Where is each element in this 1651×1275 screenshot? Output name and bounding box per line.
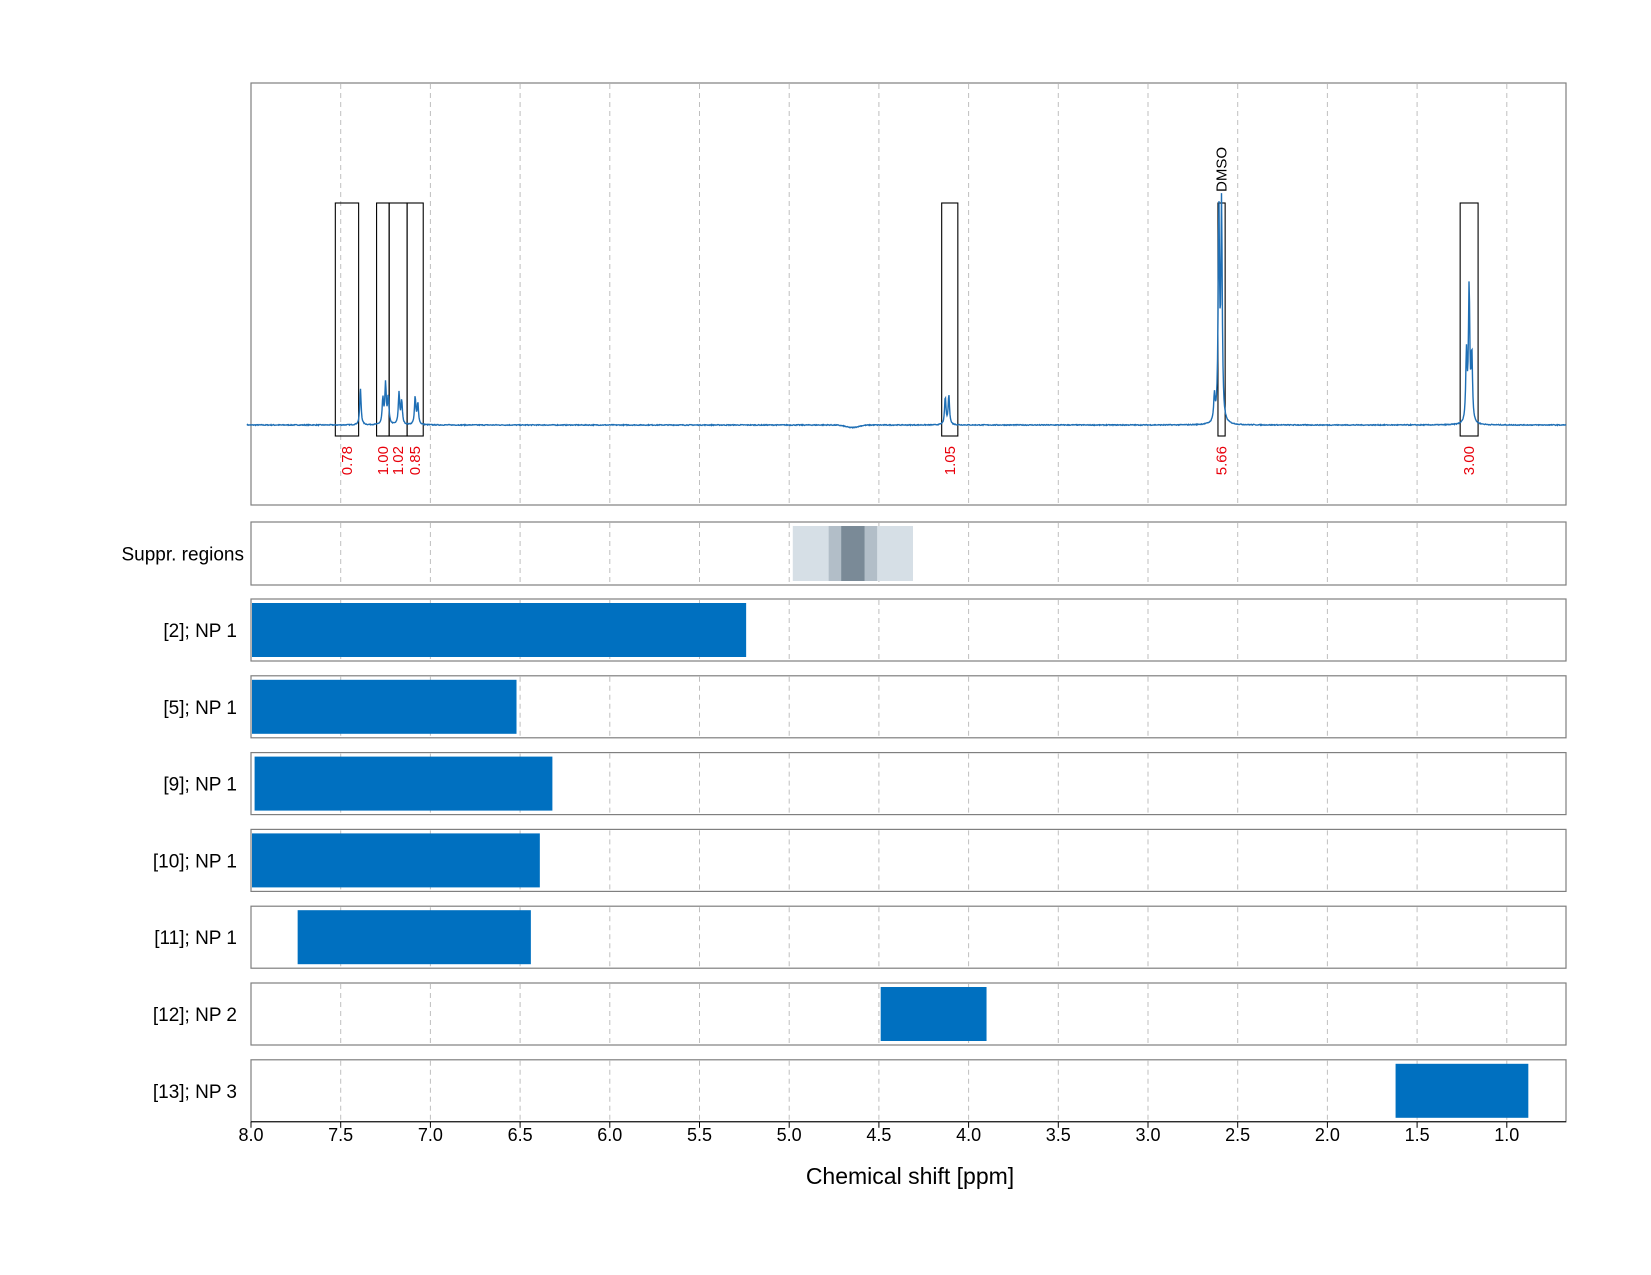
track-label: [5]; NP 1 — [163, 698, 237, 719]
x-tick-label: 1.0 — [1494, 1125, 1519, 1145]
integral-box — [334, 202, 360, 437]
integral-label: 1.00 — [375, 446, 392, 475]
track-row: [5]; NP 1 — [163, 675, 1567, 739]
track-label: [2]; NP 1 — [163, 621, 237, 642]
track-row: [11]; NP 1 — [154, 905, 1567, 969]
x-tick-label: 4.0 — [956, 1125, 981, 1145]
integral-box — [406, 202, 424, 437]
spectrum-panel: 0.78 1.001.02 0.85 1.05 5.66 3.00 DMSO — [246, 82, 1567, 506]
integral-label: 0.85 — [407, 446, 424, 475]
track-label: [11]; NP 1 — [154, 928, 237, 949]
suppr-frame — [250, 521, 1567, 586]
track-frame — [250, 1059, 1567, 1123]
integral-label: 1.05 — [942, 446, 959, 475]
track-frame — [250, 598, 1567, 662]
track-frame — [250, 675, 1567, 739]
integral-box — [1459, 202, 1479, 437]
x-axis: 8.0 7.5 7.0 6.5 6.0 5.5 5.0 4.5 4.0 3.5 3.0 2.5 2.0 1… — [238, 1121, 1566, 1145]
suppr-regions-panel: Suppr. regions — [121, 521, 1567, 586]
track-label: [9]; NP 1 — [163, 775, 237, 796]
x-tick-label: 1.5 — [1405, 1125, 1430, 1145]
x-tick-label: 3.0 — [1135, 1125, 1160, 1145]
track-row: [13]; NP 3 — [153, 1059, 1567, 1123]
track-label: [10]; NP 1 — [153, 851, 237, 872]
track-bar — [297, 910, 531, 965]
suppr-band — [841, 526, 865, 581]
track-bar — [252, 833, 540, 888]
track-row: [9]; NP 1 — [163, 751, 1567, 816]
x-tick-label: 4.5 — [866, 1125, 891, 1145]
track-row: [2]; NP 1 — [163, 598, 1567, 662]
x-axis-label: Chemical shift [ppm] — [806, 1163, 1014, 1189]
x-tick-label: 5.0 — [777, 1125, 802, 1145]
track-frame — [250, 828, 1567, 893]
integral-label: 1.02 — [390, 446, 407, 475]
x-tick-label: 7.0 — [418, 1125, 443, 1145]
x-tick-label: 7.5 — [328, 1125, 353, 1145]
integral-box — [941, 202, 959, 437]
x-tick-label: 3.5 — [1046, 1125, 1071, 1145]
grid-lines — [250, 84, 1508, 1121]
track-bar — [252, 603, 747, 657]
track-row: [12]; NP 2 — [153, 982, 1567, 1046]
track-row: [10]; NP 1 — [153, 828, 1567, 893]
spectrum-frame — [250, 82, 1567, 506]
x-tick-label: 2.5 — [1225, 1125, 1250, 1145]
x-tick-label: 8.0 — [238, 1125, 263, 1145]
x-tick-label: 6.0 — [597, 1125, 622, 1145]
dmso-annotation: DMSO — [1214, 147, 1231, 192]
range-tracks: [2]; NP 1 [5]; NP 1 [9]; NP 1 [10]; NP 1 [11… — [153, 598, 1567, 1123]
x-tick-label: 5.5 — [687, 1125, 712, 1145]
track-frame — [250, 982, 1567, 1046]
track-bar — [880, 987, 987, 1041]
spectrum-line — [246, 193, 1567, 429]
track-frame — [250, 905, 1567, 969]
track-bar — [252, 679, 517, 734]
track-bar — [254, 756, 553, 811]
track-label: [12]; NP 2 — [153, 1005, 237, 1026]
track-frame — [250, 751, 1567, 816]
suppr-regions-label: Suppr. regions — [121, 545, 244, 566]
integral-label: 5.66 — [1214, 446, 1231, 475]
track-label: [13]; NP 3 — [153, 1082, 237, 1103]
x-tick-label: 6.5 — [508, 1125, 533, 1145]
track-bar — [1395, 1063, 1529, 1118]
x-tick-label: 2.0 — [1315, 1125, 1340, 1145]
integral-label: 3.00 — [1461, 446, 1478, 475]
integral-label: 0.78 — [339, 446, 356, 475]
